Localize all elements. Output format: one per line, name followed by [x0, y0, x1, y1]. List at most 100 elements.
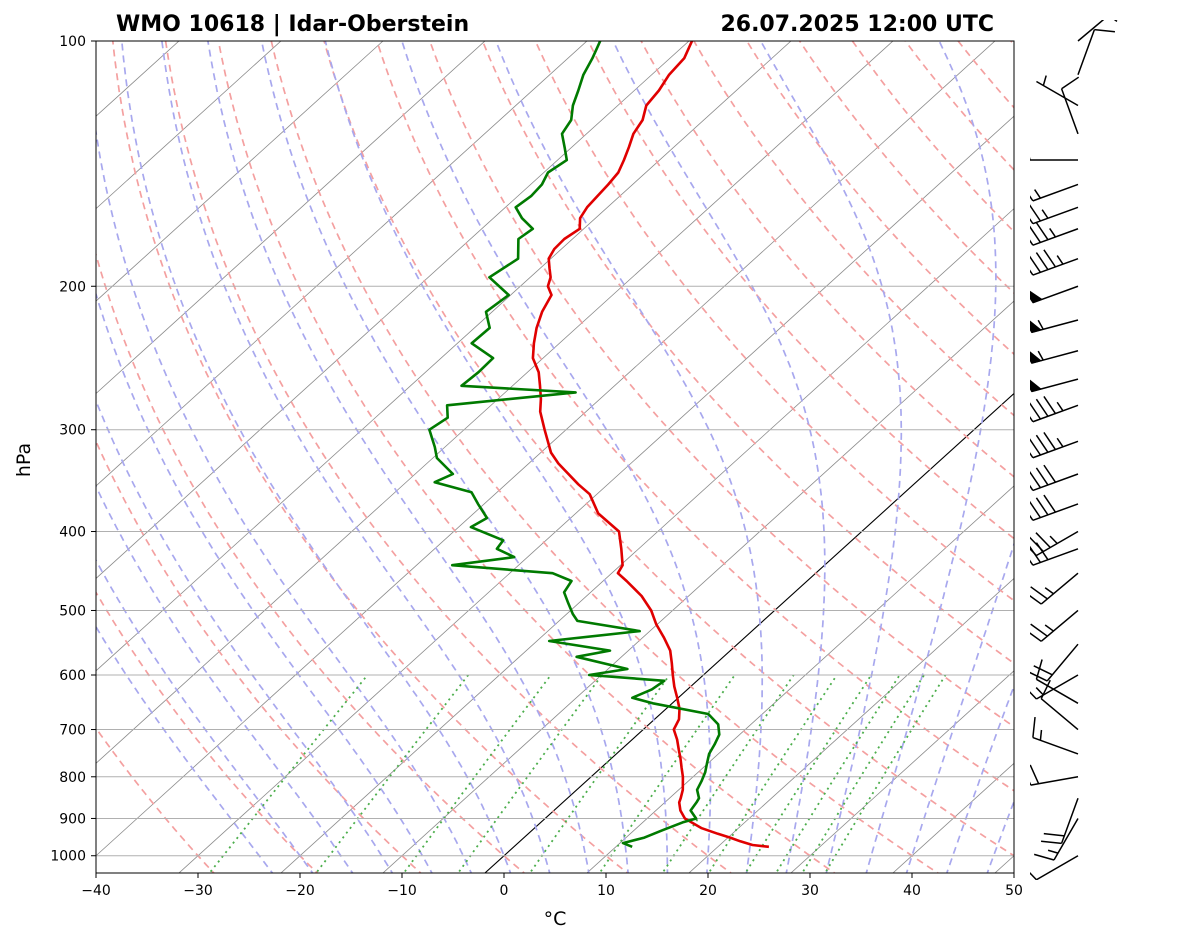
wind-barb-half-feather	[1113, 20, 1118, 22]
wind-barb-feather	[1030, 225, 1042, 243]
isotherm	[96, 41, 486, 395]
wind-barb-flag	[1030, 379, 1042, 393]
wind-barb	[1060, 76, 1080, 135]
y-axis-ticks: 1000 900 800 700 600 500 400 300 200 100	[50, 34, 96, 865]
wind-barb-half-feather	[1049, 228, 1057, 238]
wind-barb-shaft	[1077, 29, 1096, 75]
wind-barb-half-feather	[1039, 729, 1043, 741]
wind-barb-half-feather	[1037, 350, 1044, 361]
wind-barb	[1077, 20, 1118, 42]
y-tick-label: 700	[59, 723, 86, 739]
isotherm	[688, 577, 1014, 873]
dry-adiabat	[481, 41, 1014, 665]
y-tick-label: 1000	[50, 849, 86, 865]
wind-barb	[1030, 156, 1078, 161]
wind-barb-feather	[1030, 671, 1048, 682]
wind-barb-feather	[1030, 586, 1048, 600]
isotherm	[96, 41, 792, 672]
wind-barb-flag	[1030, 351, 1042, 364]
dry-adiabat	[111, 41, 629, 873]
isotherm	[790, 670, 1014, 873]
wind-barb-feather	[1043, 249, 1057, 268]
dry-adiabat	[692, 41, 1014, 417]
pressure-gridlines	[96, 41, 1014, 857]
wind-barb-feather	[1030, 269, 1034, 276]
isotherm	[96, 41, 996, 857]
wind-barb-feather	[1035, 497, 1049, 516]
wind-barb	[1041, 797, 1079, 845]
x-tick-label: 0	[500, 883, 509, 899]
isotherm	[586, 485, 1014, 873]
wind-barb-feather	[1035, 222, 1049, 241]
dry-adiabat	[376, 41, 1014, 792]
mixing-ratio-line	[744, 674, 872, 873]
x-tick-label: 10	[597, 883, 615, 899]
wind-barb	[1030, 222, 1079, 246]
wind-barb-feather	[1033, 853, 1055, 861]
y-tick-label: 200	[59, 279, 86, 295]
wind-barb	[1030, 572, 1079, 605]
wind-barb	[1030, 319, 1079, 334]
wind-barb-half-feather	[1042, 75, 1047, 86]
wind-barb	[1030, 204, 1079, 225]
wind-barb-feather	[1030, 438, 1042, 456]
moist-adiabat	[96, 558, 314, 873]
temperature-line	[531, 41, 770, 849]
dry-adiabat	[640, 41, 1014, 478]
wind-barb-shaft	[1040, 698, 1079, 731]
wind-barb-feather	[1035, 467, 1049, 486]
y-tick-label: 300	[59, 423, 86, 439]
wind-barb-half-feather	[1056, 437, 1064, 448]
mixing-ratio-line	[661, 674, 795, 873]
wind-barb-feather	[1094, 28, 1115, 33]
wind-barb	[1030, 396, 1079, 423]
wind-barb-half-feather	[1056, 401, 1064, 412]
moist-adiabat	[324, 41, 669, 873]
wind-barb-shaft	[1036, 678, 1079, 704]
wind-barb-half-feather	[1041, 209, 1049, 219]
wind-barb	[1030, 464, 1079, 492]
wind-barb-half-feather	[1056, 255, 1064, 265]
wind-barb-feather	[1030, 255, 1042, 273]
wind-barb-feather	[1041, 840, 1062, 845]
wind-barb-feather	[1030, 559, 1034, 566]
wind-barb-feather	[1030, 623, 1048, 637]
y-tick-label: 900	[59, 811, 86, 827]
wind-barb	[1030, 855, 1079, 880]
wind-barb-half-feather	[1047, 849, 1059, 854]
wind-barb	[1030, 378, 1079, 393]
dry-adiabat	[323, 41, 1014, 857]
wind-barb-feather	[1030, 195, 1034, 202]
wind-barb-feather	[1030, 500, 1042, 519]
x-axis-label: °C	[544, 908, 567, 930]
mixing-ratio-line	[801, 674, 925, 873]
wind-barb-feather	[1030, 872, 1037, 880]
wind-barb-half-feather	[1035, 687, 1044, 696]
moist-adiabat	[260, 41, 629, 873]
wind-barb-feather	[1032, 716, 1036, 738]
wind-barb-feather	[1061, 76, 1080, 90]
y-tick-label: 400	[59, 525, 86, 541]
wind-barb-feather	[1033, 665, 1053, 676]
wind-barb	[1030, 494, 1079, 522]
wind-barb	[1032, 716, 1079, 755]
wind-barb-feather	[1030, 484, 1034, 491]
wind-barb-half-feather	[1044, 587, 1054, 595]
wind-barb-feather	[1043, 396, 1057, 414]
wind-barb	[1030, 674, 1079, 700]
y-tick-label: 800	[59, 770, 86, 786]
wind-barb-feather	[1030, 416, 1034, 423]
wind-barb	[1030, 183, 1079, 202]
mixing-ratio-line	[774, 674, 901, 873]
isotherm	[96, 41, 588, 487]
wind-barb-feather	[1030, 204, 1042, 222]
x-tick-label: −30	[183, 883, 213, 899]
isotherm	[280, 208, 1014, 873]
x-tick-label: −20	[285, 883, 315, 899]
y-tick-label: 100	[59, 34, 86, 50]
wind-barb-shaft	[1036, 855, 1079, 880]
x-tick-label: 50	[1005, 883, 1023, 899]
wind-barb-feather	[1030, 594, 1042, 605]
chart-title-station: WMO 10618 | Idar-Oberstein	[116, 12, 469, 37]
